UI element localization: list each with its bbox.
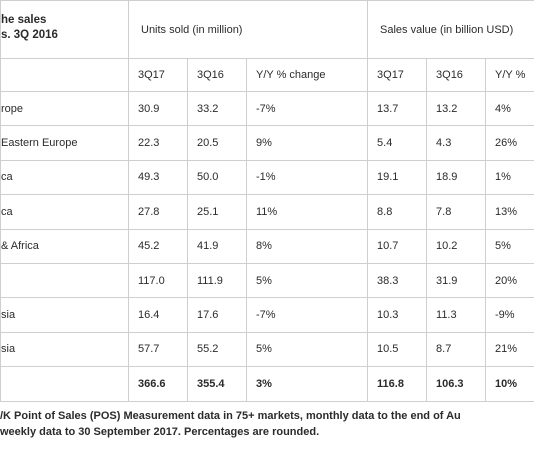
table-cell: 57.7 (128, 331, 188, 368)
table-cell: 20.5 (187, 125, 247, 161)
region-label: sia (0, 297, 129, 333)
total-cell: 106.3 (426, 366, 487, 403)
table-cell: 30.9 (128, 90, 188, 127)
table-cell: 55.2 (187, 331, 247, 368)
table-cell: 19.1 (367, 159, 428, 196)
sales-table: he sales s. 3Q 2016 Units sold (in milli… (0, 0, 534, 403)
total-cell: 116.8 (367, 366, 428, 403)
table-cell: 10.3 (367, 297, 428, 333)
table-cell: 10.2 (426, 228, 487, 264)
table-cell: 18.9 (426, 159, 487, 196)
footnote-line-2: weekly data to 30 September 2017. Percen… (0, 426, 320, 438)
table-cell: 13.7 (367, 90, 428, 127)
table-cell: 22.3 (128, 125, 188, 161)
table-cell: -9% (485, 297, 534, 333)
total-label (0, 366, 129, 403)
column-header: 3Q17 (128, 58, 188, 92)
caption-line-1: he sales (1, 14, 47, 26)
table-cell: 7.8 (426, 194, 487, 230)
table-cell: 8.8 (367, 194, 428, 230)
table-cell: 33.2 (187, 90, 247, 127)
region-label: sia (0, 331, 129, 368)
table-cell: 13.2 (426, 90, 487, 127)
table-cell: 10.5 (367, 331, 428, 368)
total-row: 366.6 355.4 3% 116.8 106.3 10% (0, 366, 534, 403)
table-cell: 49.3 (128, 159, 188, 196)
table-cell: -1% (245, 159, 369, 196)
total-cell: 355.4 (187, 366, 247, 403)
table-row: sia 16.4 17.6 -7% 10.3 11.3 -9% (0, 297, 534, 333)
column-header: 3Q16 (426, 58, 487, 92)
table-cell: 5% (485, 228, 534, 264)
table-caption: he sales s. 3Q 2016 (0, 0, 129, 59)
table-row: & Africa 45.2 41.9 8% 10.7 10.2 5% (0, 228, 534, 264)
table-cell: -7% (245, 90, 369, 127)
table-cell: 45.2 (128, 228, 188, 264)
table-cell: 117.0 (128, 262, 188, 299)
column-header: Y/Y % (485, 58, 534, 92)
table-cell: 5% (245, 331, 369, 368)
table-cell: -7% (245, 297, 369, 333)
region-label: rope (0, 90, 129, 127)
column-header: Y/Y % change (245, 58, 369, 92)
group-header-row: he sales s. 3Q 2016 Units sold (in milli… (0, 0, 534, 59)
table-row: rope 30.9 33.2 -7% 13.7 13.2 4% (0, 90, 534, 127)
table-cell: 4.3 (426, 125, 487, 161)
table-cell: 5% (245, 262, 369, 299)
table-cell: 38.3 (367, 262, 428, 299)
table-cell: 17.6 (187, 297, 247, 333)
table-cell: 8.7 (426, 331, 487, 368)
units-sold-header: Units sold (in million) (127, 0, 369, 59)
table-cell: 11.3 (426, 297, 487, 333)
table-row: Eastern Europe 22.3 20.5 9% 5.4 4.3 26% (0, 125, 534, 161)
table-row: sia 57.7 55.2 5% 10.5 8.7 21% (0, 331, 534, 368)
total-cell: 10% (485, 366, 534, 403)
table-cell: 20% (485, 262, 534, 299)
table-cell: 1% (485, 159, 534, 196)
table-cell: 5.4 (367, 125, 428, 161)
region-label: Eastern Europe (0, 125, 129, 161)
footnote-line-1: /K Point of Sales (POS) Measurement data… (0, 410, 461, 422)
total-cell: 3% (245, 366, 369, 403)
table-cell: 111.9 (187, 262, 247, 299)
table-cell: 16.4 (128, 297, 188, 333)
caption-line-2: s. 3Q 2016 (1, 29, 58, 41)
table-cell: 26% (485, 125, 534, 161)
column-header-region (0, 58, 129, 92)
table-cell: 9% (245, 125, 369, 161)
table-row: ca 27.8 25.1 11% 8.8 7.8 13% (0, 194, 534, 230)
sales-value-header: Sales value (in billion USD) (367, 0, 534, 59)
column-header-row: 3Q17 3Q16 Y/Y % change 3Q17 3Q16 Y/Y % (0, 58, 534, 92)
table-cell: 11% (245, 194, 369, 230)
table-cell: 25.1 (187, 194, 247, 230)
column-header: 3Q16 (187, 58, 247, 92)
region-label: & Africa (0, 228, 129, 264)
region-label: ca (0, 194, 129, 230)
source-footnote: /K Point of Sales (POS) Measurement data… (0, 408, 534, 440)
table-cell: 31.9 (426, 262, 487, 299)
table-cell: 21% (485, 331, 534, 368)
table-cell: 8% (245, 228, 369, 264)
table-row: ca 49.3 50.0 -1% 19.1 18.9 1% (0, 159, 534, 196)
table-cell: 27.8 (128, 194, 188, 230)
table-cell: 13% (485, 194, 534, 230)
total-cell: 366.6 (128, 366, 188, 403)
column-header: 3Q17 (367, 58, 428, 92)
table-cell: 50.0 (187, 159, 247, 196)
region-label (0, 262, 129, 299)
table-cell: 41.9 (187, 228, 247, 264)
region-label: ca (0, 159, 129, 196)
table-cell: 4% (485, 90, 534, 127)
table-cell: 10.7 (367, 228, 428, 264)
table-row: 117.0 111.9 5% 38.3 31.9 20% (0, 262, 534, 299)
